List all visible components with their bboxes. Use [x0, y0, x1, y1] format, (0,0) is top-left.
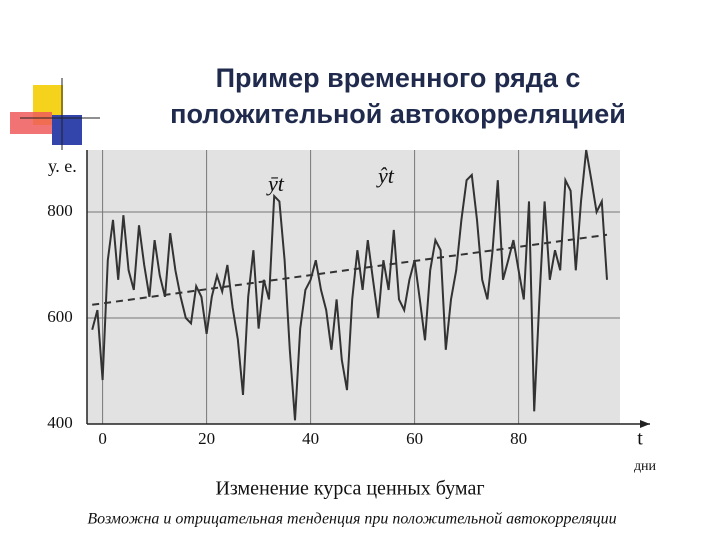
x-tick-label: 80 — [510, 429, 527, 448]
legend-label: ȳt — [266, 171, 285, 196]
legend-label: ŷt — [376, 163, 395, 188]
caption: Изменение курса ценных бумаг — [215, 478, 484, 500]
x-tick-label: 40 — [302, 429, 319, 448]
y-tick-label: 600 — [47, 307, 73, 326]
note: Возможна и отрицательная тенденция при п… — [87, 511, 616, 528]
series-line — [92, 233, 608, 306]
x-axis-unit: дни — [634, 459, 657, 474]
y-tick-label: 400 — [47, 413, 73, 432]
y-tick-label: 800 — [47, 201, 73, 220]
decor-blue — [52, 115, 82, 145]
title-line: положительной автокорреляцией — [170, 99, 626, 129]
x-axis-arrow — [640, 420, 650, 428]
series-line — [91, 149, 608, 421]
title-line: Пример временного ряда с — [216, 63, 581, 93]
x-tick-label: 60 — [406, 429, 423, 448]
x-tick-label: 20 — [198, 429, 215, 448]
x-tick-label: 0 — [98, 429, 107, 448]
y-axis-label: у. е. — [48, 156, 77, 176]
x-axis-label: t — [637, 428, 643, 450]
decor-red — [10, 112, 52, 134]
